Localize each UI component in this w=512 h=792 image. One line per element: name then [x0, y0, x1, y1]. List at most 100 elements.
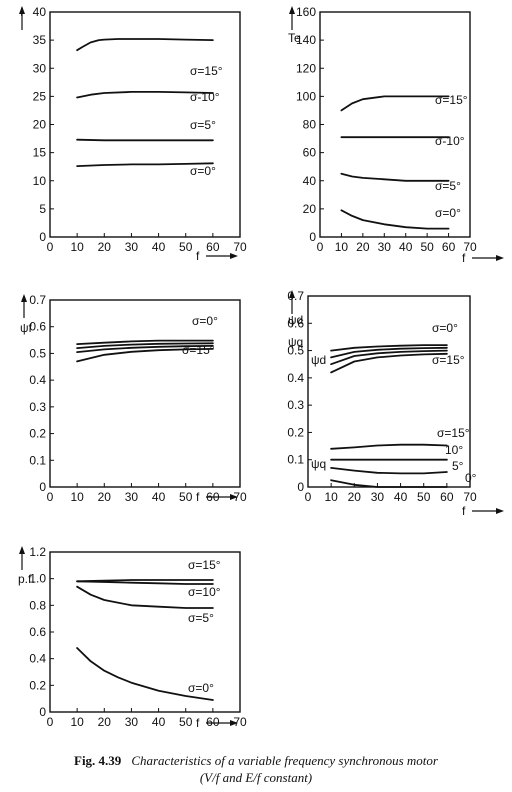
torque-x-tick-label: 60: [442, 240, 456, 254]
power-factor-curve-label: σ=0°: [188, 681, 214, 695]
current-x-tick-label: 20: [98, 240, 112, 254]
power-factor-series-line: [76, 647, 214, 701]
psi-dq-y-tick-label: 0.1: [287, 453, 304, 467]
torque-series-line: [340, 209, 450, 230]
torque-curve-label: σ=15°: [435, 93, 468, 107]
psi-dq-y-tick-label: 0.4: [287, 371, 304, 385]
current-x-tick-label: 60: [206, 240, 220, 254]
psi-dq-y-axis-label: ψd: [288, 313, 303, 327]
current-y-tick-label: 40: [33, 5, 47, 19]
current-y-tick-label: 30: [33, 61, 47, 75]
current-curve-label: σ=5°: [190, 118, 216, 132]
psi-dq-curve-label: 5°: [452, 459, 464, 473]
psi-f-y-axis-label: ψf: [20, 321, 33, 335]
torque-curve-label: σ=0°: [435, 206, 461, 220]
power-factor-x-tick-label: 20: [98, 715, 112, 729]
power-factor-y-tick-label: 0.4: [29, 652, 46, 666]
psi-f-series-line: [76, 345, 214, 353]
psi-dq-x-axis-label: f: [462, 504, 466, 518]
psi-dq-x-tick-label: 70: [463, 490, 477, 504]
psi-dq-y-tick-label: 0.6: [287, 316, 304, 330]
power-factor-x-tick-label: 40: [152, 715, 166, 729]
psi-f-curve-label: σ=15°: [182, 343, 215, 357]
psi-dq-curve-label: 0°: [465, 471, 477, 485]
current-y-tick-label: 20: [33, 118, 47, 132]
psi-dq-series-line: [330, 346, 448, 359]
torque-y-tick-label: 60: [303, 146, 317, 160]
psi-dq-curve-label: σ=15°: [432, 353, 465, 367]
power-factor-x-tick-label: 70: [233, 715, 247, 729]
psi-dq-x-tick-label: 10: [324, 490, 338, 504]
figure-number: Fig. 4.39: [74, 753, 122, 768]
power-factor-curve-label: σ=15°: [188, 558, 221, 572]
psi-dq-group-label: ψd: [311, 353, 326, 367]
current-series-line: [76, 38, 214, 52]
power-factor-y-axis-label: p.f.: [18, 572, 35, 586]
torque-x-tick-label: 70: [463, 240, 477, 254]
current-y-axis-label: I: [20, 5, 23, 19]
power-factor-y-tick-label: 0.6: [29, 625, 46, 639]
psi-dq-series-line: [330, 344, 448, 352]
current-curve-label: σ=0°: [190, 164, 216, 178]
power-factor-x-axis-label: f: [196, 716, 200, 730]
torque-x-axis-arrowhead: [496, 255, 504, 261]
psi-dq-y-tick-label: 0.5: [287, 344, 304, 358]
torque-plot-frame: [319, 11, 471, 238]
torque-x-axis-label: f: [462, 251, 466, 265]
psi-dq-curve-label: σ=0°: [432, 321, 458, 335]
psi-dq-y-axis-label-2: ψq: [288, 335, 303, 349]
psi-f-series-line: [76, 348, 214, 363]
psi-dq-y-tick-label: 0.3: [287, 398, 304, 412]
current-y-axis-arrowhead: [19, 6, 25, 14]
current-y-tick-label: 10: [33, 174, 47, 188]
psi-f-x-tick-label: 50: [179, 490, 193, 504]
psi-f-series-line: [76, 339, 214, 345]
figure: 0 10 20 30 40 50 60 70 0 5 10 15 20 25 30 35 40 If σ=15° σ-…: [18, 5, 504, 730]
psi-f-curve-label: σ=0°: [192, 314, 218, 328]
power-factor-panel: 0 10 20 30 40 50 60 70 0 0.2 0.4 0.6 0.8 1.0 1.2 p.f. f σ…: [18, 545, 247, 730]
torque-x-tick-label: 20: [356, 240, 370, 254]
torque-panel: 0 10 20 30 40 50 60 70 0 20 40 60 80 100 120 140 160 Te f σ…: [288, 5, 504, 265]
power-factor-y-tick-label: 0.8: [29, 598, 46, 612]
torque-series-line: [340, 172, 450, 182]
power-factor-series-line: [76, 579, 214, 583]
psi-dq-y-tick-label: 0: [297, 480, 304, 494]
psi-dq-series-line: [330, 479, 448, 488]
torque-y-tick-label: 40: [303, 174, 317, 188]
current-y-tick-label: 5: [39, 202, 46, 216]
current-y-tick-label: 35: [33, 33, 47, 47]
current-series-line: [76, 91, 214, 99]
current-series-line: [76, 138, 214, 142]
current-x-tick-label: 40: [152, 240, 166, 254]
current-series-line: [76, 162, 214, 167]
psi-dq-series-line: [330, 467, 448, 475]
psi-dq-curve-label: σ=15°: [437, 426, 470, 440]
torque-x-tick-label: 50: [420, 240, 434, 254]
torque-y-tick-label: 140: [296, 33, 316, 47]
psi-f-x-axis-label: f: [196, 490, 200, 504]
psi-f-series-line: [76, 342, 214, 349]
psi-dq-y-tick-label: 0.2: [287, 425, 304, 439]
psi-f-y-tick-label: 0: [39, 480, 46, 494]
psi-dq-x-axis-arrowhead: [496, 508, 504, 514]
current-curve-label: σ=15°: [190, 64, 223, 78]
power-factor-series-line: [76, 585, 214, 609]
power-factor-x-tick-label: 30: [125, 715, 139, 729]
torque-x-tick-label: 10: [335, 240, 349, 254]
torque-series-line: [340, 95, 450, 112]
current-x-tick-label: 30: [125, 240, 139, 254]
current-x-axis-label: f: [196, 249, 200, 263]
power-factor-y-tick-label: 1.0: [29, 572, 46, 586]
power-factor-y-tick-label: 1.2: [29, 545, 46, 559]
current-x-tick-label: 0: [47, 240, 54, 254]
current-x-tick-label: 70: [233, 240, 247, 254]
psi-dq-x-tick-label: 60: [440, 490, 454, 504]
current-y-tick-label: 0: [39, 230, 46, 244]
current-x-axis-arrowhead: [230, 253, 238, 259]
torque-y-tick-label: 80: [303, 118, 317, 132]
power-factor-x-axis-arrowhead: [230, 720, 238, 726]
psi-f-x-tick-label: 40: [152, 490, 166, 504]
psi-f-y-tick-label: 0.5: [29, 346, 46, 360]
power-factor-y-axis-arrowhead: [19, 546, 25, 554]
current-curve-label: σ-10°: [190, 90, 220, 104]
